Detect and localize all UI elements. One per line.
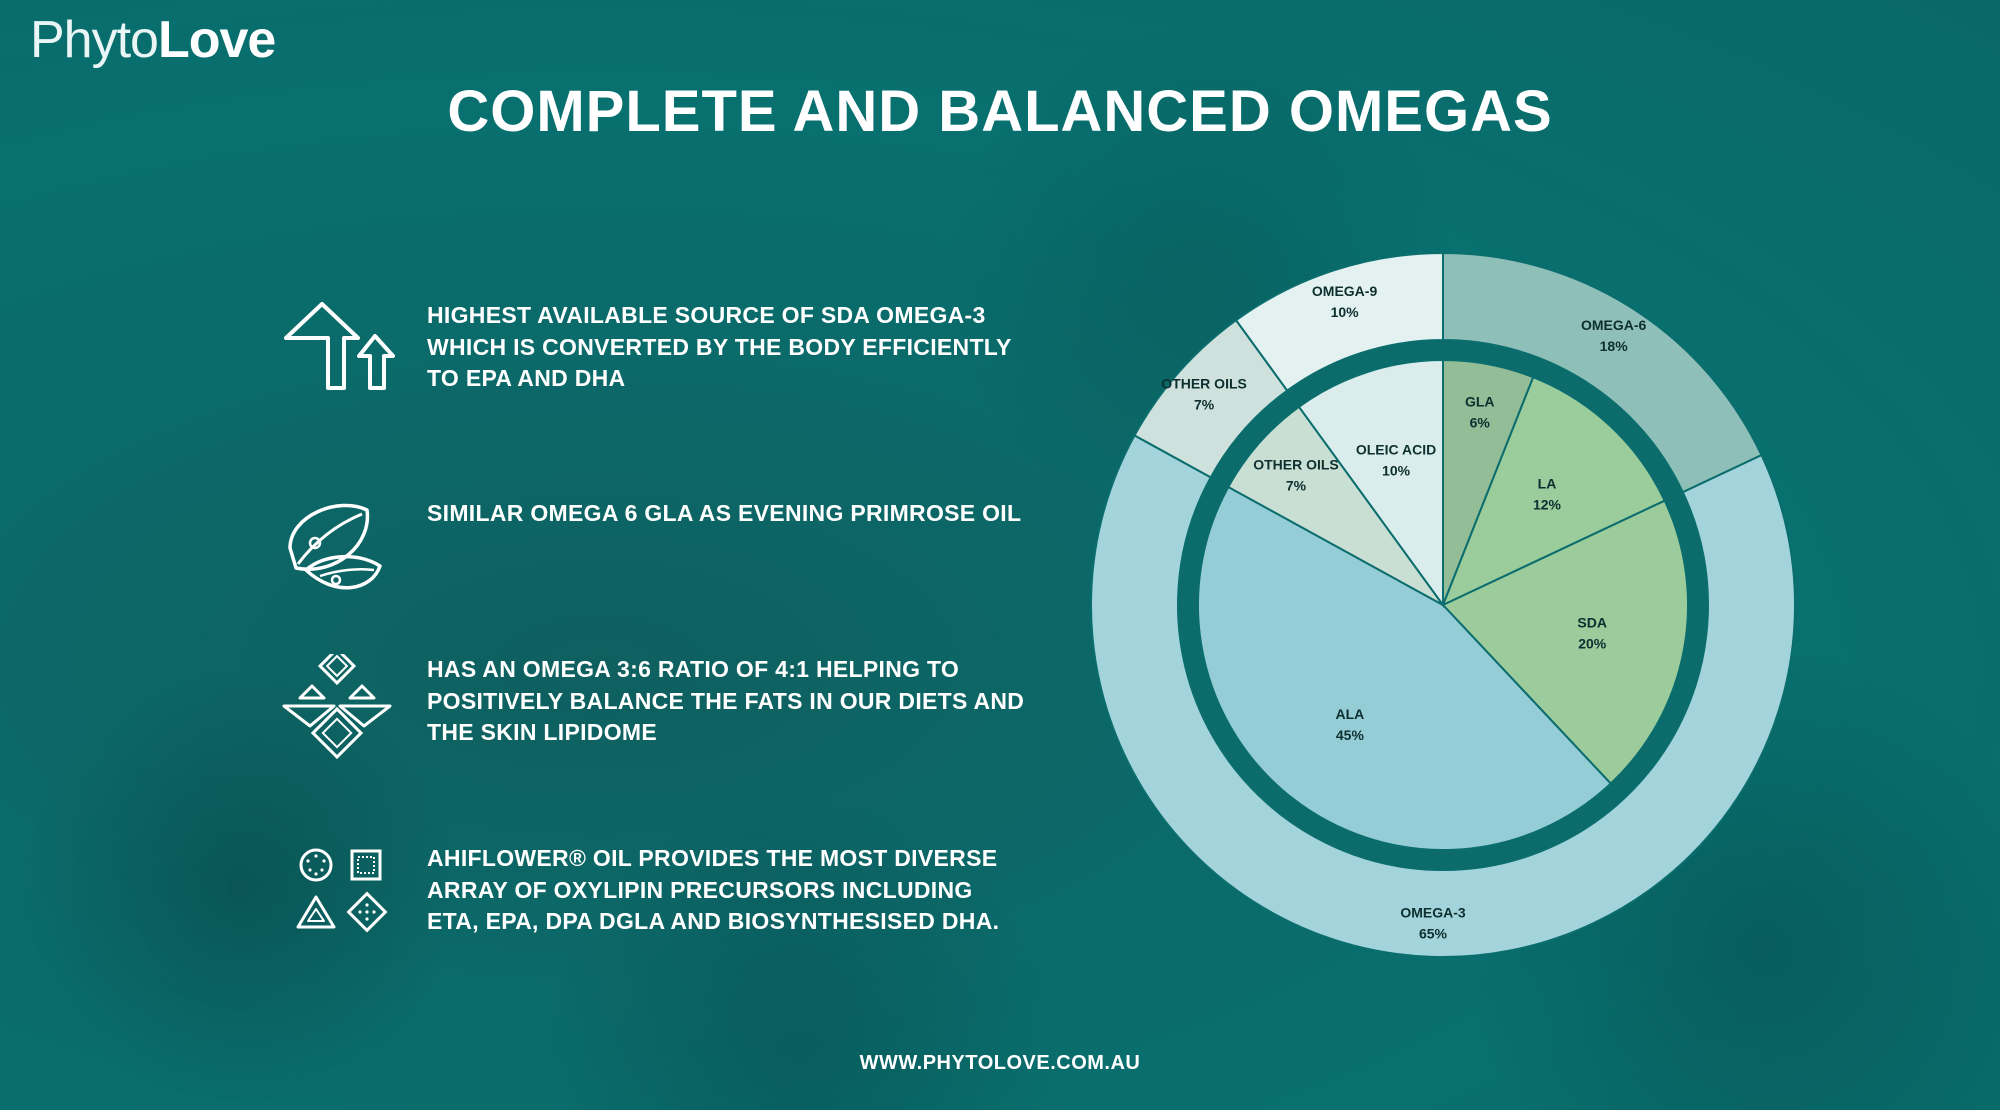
feature-item-oxylipin: AHIFLOWER® OIL PROVIDES THE MOST DIVERSE… [280,843,1040,963]
outer-slice-other-oils-label: OTHER OILS 7% [1161,375,1247,412]
feature-text: HIGHEST AVAILABLE SOURCE OF SDA OMEGA-3 … [427,302,1012,391]
inner-slice-sda [1441,499,1689,786]
inner-slice-other-oils-label: OTHER OILS 7% [1253,456,1339,493]
feature-item-ratio: HAS AN OMEGA 3:6 RATIO OF 4:1 HELPING TO… [280,646,1040,774]
outer-slice-omega-3-label: OMEGA-3 65% [1400,904,1466,941]
inner-slice-ala-label: ALA 45% [1336,706,1365,743]
feature-text: HAS AN OMEGA 3:6 RATIO OF 4:1 HELPING TO… [427,656,1025,745]
logo-text-light: Phyto [30,11,159,69]
inner-slice-oleic-acid [1297,358,1444,609]
outer-slice-omega-9 [1234,251,1444,393]
inner-slice-ala [1197,485,1613,851]
page-title: COMPLETE AND BALANCED OMEGAS [447,79,1553,144]
shapes-grid-icon [280,843,400,963]
feature-text: SIMILAR OMEGA 6 GLA AS EVENING PRIMROSE … [427,500,1022,526]
brand-logo[interactable]: PhytoLove [30,8,276,72]
outer-slice-omega-9-label: OMEGA-9 10% [1312,283,1378,320]
inner-slice-la [1441,375,1667,607]
double-up-arrow-icon [280,300,400,420]
inner-slice-sda-label: SDA 20% [1577,614,1607,651]
feature-item-gla: SIMILAR OMEGA 6 GLA AS EVENING PRIMROSE … [280,498,1040,618]
logo-text-bold: Love [157,11,276,69]
inner-slice-oleic-acid-label: OLEIC ACID 10% [1356,442,1436,479]
inner-slice-gla-label: GLA 6% [1465,393,1495,430]
website-url[interactable]: WWW.PHYTOLOVE.COM.AU [859,1052,1141,1074]
inner-slice-la-label: LA 12% [1533,475,1562,512]
feature-item-sda: HIGHEST AVAILABLE SOURCE OF SDA OMEGA-3 … [280,300,1040,420]
feature-text: AHIFLOWER® OIL PROVIDES THE MOST DIVERSE… [427,845,1000,934]
outer-slice-omega-3 [1090,434,1796,958]
balance-diamonds-icon [280,646,400,774]
inner-slice-other-oils [1226,405,1444,606]
leaves-icon [280,498,400,618]
outer-slice-omega-6-label: OMEGA-6 18% [1581,317,1647,354]
